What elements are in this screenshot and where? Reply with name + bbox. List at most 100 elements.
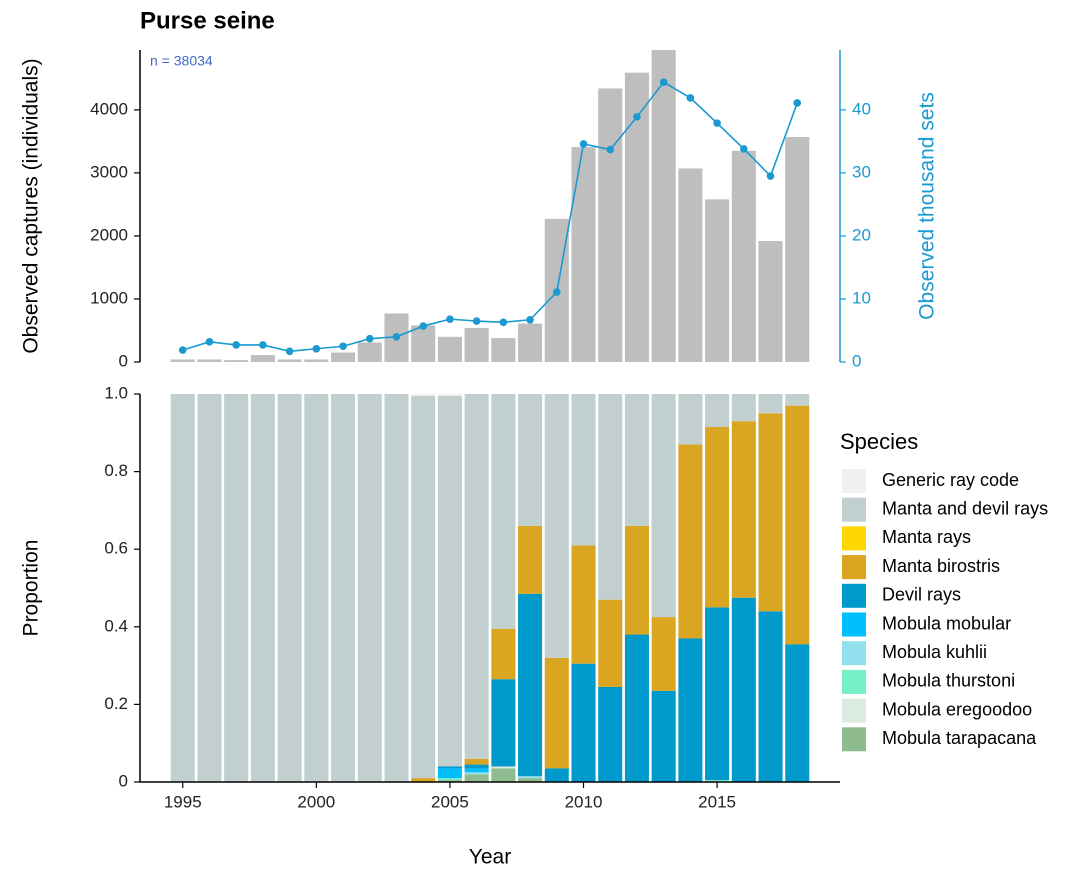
bar-segment <box>705 394 730 427</box>
bar <box>731 150 756 362</box>
bar <box>598 88 623 362</box>
point <box>552 288 561 296</box>
annotation: n = 38034 <box>150 53 213 69</box>
bar <box>651 50 676 362</box>
bar <box>571 147 596 362</box>
point <box>526 315 534 324</box>
bar-segment <box>624 525 649 635</box>
point <box>606 145 615 154</box>
point <box>232 341 240 349</box>
bar-segment <box>624 394 649 526</box>
bar-segment <box>731 421 756 598</box>
y-tick-label: 1000 <box>90 288 128 307</box>
point <box>178 346 187 354</box>
bar-segment <box>464 394 489 759</box>
point <box>713 119 721 127</box>
bar <box>357 342 382 362</box>
bar-segment <box>598 599 623 687</box>
chart-title: Purse seine <box>140 7 275 34</box>
y-tick-label: 0 <box>852 351 861 370</box>
bar-segment <box>464 768 489 773</box>
line <box>182 81 799 353</box>
bar-segment <box>518 593 543 777</box>
bar-segment <box>437 394 462 396</box>
legend-label: Devil rays <box>882 585 961 605</box>
point <box>205 338 214 346</box>
bar-segment <box>758 413 783 612</box>
point <box>686 94 695 102</box>
bar-segment <box>785 394 810 406</box>
legend-label: Mobula mobular <box>882 613 1011 633</box>
point <box>312 344 321 353</box>
bar-segment <box>758 611 783 782</box>
bar <box>678 168 703 362</box>
bar-segment <box>437 768 462 779</box>
legend-label: Mobula thurstoni <box>882 671 1015 691</box>
bar-segment <box>651 617 676 691</box>
bar-segment <box>731 597 756 782</box>
legend-swatch <box>842 698 866 723</box>
legend-label: Manta rays <box>882 527 971 547</box>
bar-segment <box>678 638 703 782</box>
bar <box>785 136 810 362</box>
bar-segment <box>464 758 489 765</box>
bar <box>491 338 516 362</box>
legend-label: Manta and devil rays <box>882 498 1048 518</box>
point <box>365 334 374 343</box>
bar-segment <box>464 774 489 782</box>
point <box>499 318 508 327</box>
bar-segment <box>464 772 489 775</box>
bar-segment <box>437 766 462 769</box>
bar-segment <box>197 394 222 782</box>
bar-segment <box>437 395 462 767</box>
x-tick-label: 2015 <box>698 792 736 811</box>
bar <box>464 327 489 362</box>
bar-segment <box>651 394 676 618</box>
bar-segment <box>518 776 543 779</box>
y-tick-label: 10 <box>852 288 871 307</box>
bar-segment <box>437 778 462 781</box>
x-tick-label: 2010 <box>565 792 603 811</box>
point <box>339 342 347 351</box>
point <box>659 78 668 86</box>
bar-segment <box>758 394 783 414</box>
point <box>793 99 802 107</box>
bar-segment <box>518 394 543 526</box>
bar-segment <box>491 394 516 629</box>
y-tick-label: 20 <box>852 225 871 244</box>
bar-segment <box>277 394 302 782</box>
x-tick-label: 2000 <box>297 792 335 811</box>
point <box>766 172 775 180</box>
bar-segment <box>491 679 516 767</box>
legend-swatch <box>842 669 866 694</box>
x-tick-label: 2005 <box>431 792 469 811</box>
bar <box>197 359 222 362</box>
legend-label: Manta birostris <box>882 556 1000 576</box>
bar-segment <box>518 778 543 782</box>
legend-swatch <box>842 612 866 637</box>
y2-axis-label: Observed thousand sets <box>916 92 939 320</box>
bar-segment <box>624 634 649 782</box>
bar-segment <box>678 394 703 445</box>
bar-segment <box>357 394 382 782</box>
bar-segment <box>678 444 703 639</box>
y-tick-label: 0.2 <box>104 694 128 713</box>
bar-segment <box>411 395 436 779</box>
legend-label: Mobula kuhlii <box>882 642 987 662</box>
bar-segment <box>491 768 516 782</box>
bar-segment <box>544 657 569 769</box>
bar-segment <box>304 394 329 782</box>
legend-label: Mobula tarapacana <box>882 728 1037 748</box>
bar-segment <box>250 394 275 782</box>
bar-segment <box>731 394 756 422</box>
point <box>740 145 748 153</box>
bar <box>624 72 649 362</box>
legend-label: Generic ray code <box>882 470 1019 490</box>
point <box>446 315 454 323</box>
bar-segment <box>598 394 623 600</box>
y-axis-label: Observed captures (individuals) <box>20 58 43 353</box>
bar-segment <box>491 628 516 680</box>
point <box>392 332 401 341</box>
point <box>579 140 588 148</box>
y-tick-label: 0 <box>119 351 128 370</box>
